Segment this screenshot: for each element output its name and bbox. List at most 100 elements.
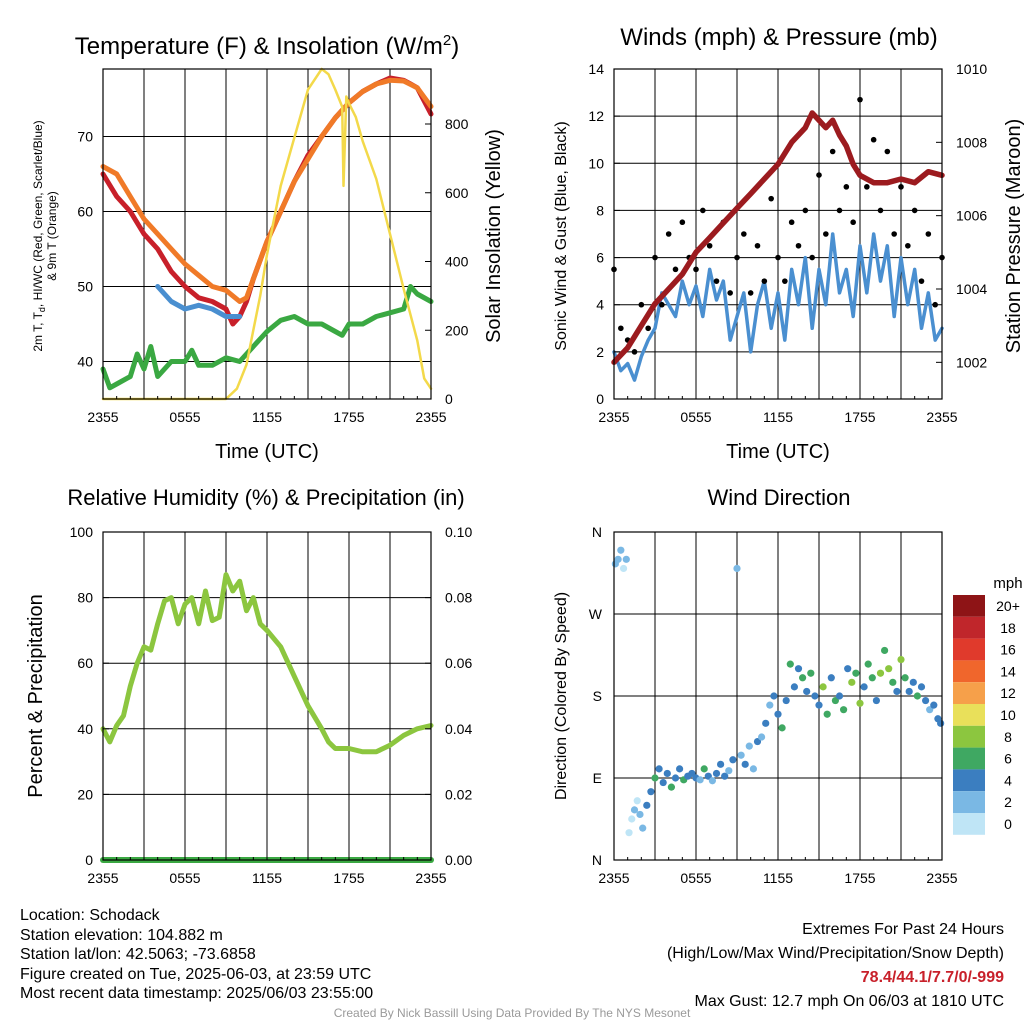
series-solar-insolation bbox=[101, 67, 433, 401]
x-tick-label: 2355 bbox=[598, 870, 629, 886]
direction-point bbox=[712, 769, 721, 778]
x-tick-label: 0555 bbox=[680, 870, 711, 886]
direction-point bbox=[762, 719, 770, 727]
y-tick-label: 0 bbox=[85, 852, 93, 868]
direction-point bbox=[655, 765, 663, 773]
direction-point bbox=[876, 669, 885, 677]
direction-point bbox=[617, 546, 625, 554]
y2-tick-label: 1002 bbox=[956, 354, 987, 370]
extremes-values: 78.4/44.1/7.7/0/-999 bbox=[860, 969, 1004, 986]
x-tick-label: 2355 bbox=[598, 409, 629, 425]
winds-y-label-left: Sonic Wind & Gust (Blue, Black) bbox=[553, 121, 570, 350]
direction-point bbox=[749, 765, 758, 773]
direction-point bbox=[659, 778, 667, 787]
colorbar-label: 4 bbox=[1004, 772, 1012, 788]
temperature-title: Temperature (F) & Insolation (W/m2) bbox=[75, 32, 459, 60]
colorbar-swatch bbox=[953, 682, 985, 704]
temperature-panel: Temperature (F) & Insolation (W/m2) Time… bbox=[31, 32, 505, 463]
y-tick-label: 2 bbox=[596, 344, 604, 360]
gust-point bbox=[795, 242, 802, 249]
series-station-pressure bbox=[611, 110, 945, 366]
gust-point bbox=[823, 231, 829, 237]
station-location: Location: Schodack bbox=[20, 907, 160, 924]
direction-point bbox=[803, 687, 811, 696]
colorbar-label: 16 bbox=[1000, 642, 1016, 658]
y2-tick-label: 800 bbox=[445, 116, 469, 132]
direction-point bbox=[778, 724, 786, 732]
y2-tick-label: 1004 bbox=[956, 281, 987, 297]
direction-point bbox=[819, 683, 827, 691]
direction-point bbox=[827, 674, 835, 682]
direction-point bbox=[930, 701, 938, 709]
direction-point bbox=[848, 678, 856, 686]
direction-point bbox=[815, 701, 823, 709]
y-tick-label: 40 bbox=[77, 354, 93, 370]
direction-point bbox=[909, 678, 917, 686]
gust-point bbox=[891, 231, 897, 237]
gust-point bbox=[788, 219, 795, 226]
direction-point bbox=[913, 692, 922, 700]
direction-point bbox=[823, 710, 831, 718]
direction-point bbox=[663, 769, 671, 778]
x-tick-label: 1155 bbox=[763, 409, 793, 425]
winds-title: Winds (mph) & Pressure (mb) bbox=[620, 24, 937, 51]
colorbar-label: 2 bbox=[1004, 794, 1012, 810]
recent-timestamp: Most recent data timestamp: 2025/06/03 2… bbox=[20, 985, 374, 1002]
gust-point bbox=[665, 231, 672, 237]
gust-point bbox=[754, 242, 761, 249]
direction-point bbox=[782, 696, 790, 705]
direction-point bbox=[643, 801, 651, 809]
y-tick-label: 60 bbox=[77, 204, 93, 220]
gust-point bbox=[870, 136, 877, 143]
gust-point bbox=[706, 242, 713, 249]
direction-point bbox=[794, 665, 803, 673]
direction-point bbox=[676, 765, 684, 773]
direction-point bbox=[860, 683, 868, 691]
wind-direction-title: Wind Direction bbox=[707, 485, 850, 510]
direction-point bbox=[671, 774, 680, 782]
winds-panel: Winds (mph) & Pressure (mb) Time (UTC) S… bbox=[553, 24, 1024, 463]
direction-point bbox=[889, 678, 897, 686]
direction-point bbox=[630, 806, 639, 814]
y-tick-label: 8 bbox=[596, 202, 604, 218]
series-sonic-wind bbox=[612, 232, 944, 382]
gust-point bbox=[775, 254, 781, 261]
gust-point bbox=[727, 290, 733, 296]
direction-point bbox=[807, 669, 815, 677]
x-tick-label: 1755 bbox=[844, 870, 875, 886]
x-tick-label: 1755 bbox=[333, 870, 364, 886]
colorbar-swatch bbox=[953, 791, 985, 813]
colorbar-label: 8 bbox=[1004, 729, 1012, 745]
colorbar-swatch bbox=[953, 747, 985, 770]
direction-point bbox=[628, 815, 636, 823]
y2-tick-label: 1006 bbox=[956, 208, 987, 224]
plot-frame bbox=[613, 531, 943, 861]
y2-tick-label: 0.00 bbox=[445, 852, 472, 868]
colorbar-label: 14 bbox=[1000, 663, 1016, 679]
speed-colorbar: mph 20+ 18 16 14 12 10 8 6 4 2 0 bbox=[953, 575, 1023, 835]
credit-line: Created By Nick Bassill Using Data Provi… bbox=[333, 1006, 691, 1020]
y-tick-label: 4 bbox=[596, 297, 604, 313]
direction-point bbox=[696, 776, 704, 784]
gust-point bbox=[638, 301, 645, 308]
direction-point bbox=[721, 772, 729, 780]
gust-point bbox=[741, 231, 747, 237]
direction-point bbox=[917, 683, 926, 691]
direction-point bbox=[647, 788, 655, 796]
y2-tick-label: 400 bbox=[445, 254, 469, 270]
direction-point bbox=[725, 767, 733, 775]
y2-tick-label: 200 bbox=[445, 322, 469, 338]
y-tick-label: 50 bbox=[77, 279, 93, 295]
colorbar-label: 10 bbox=[1000, 707, 1016, 723]
direction-point bbox=[937, 719, 945, 727]
colorbar-swatch bbox=[953, 638, 985, 661]
direction-point bbox=[633, 797, 641, 805]
colorbar-title: mph bbox=[993, 575, 1022, 592]
direction-point bbox=[625, 829, 633, 837]
colorbar-swatch bbox=[953, 616, 985, 639]
direction-point bbox=[770, 692, 778, 700]
direction-point bbox=[901, 674, 909, 682]
station-info: Location: Schodack Station elevation: 10… bbox=[20, 906, 373, 1004]
direction-point bbox=[622, 555, 630, 563]
direction-point bbox=[614, 555, 622, 563]
